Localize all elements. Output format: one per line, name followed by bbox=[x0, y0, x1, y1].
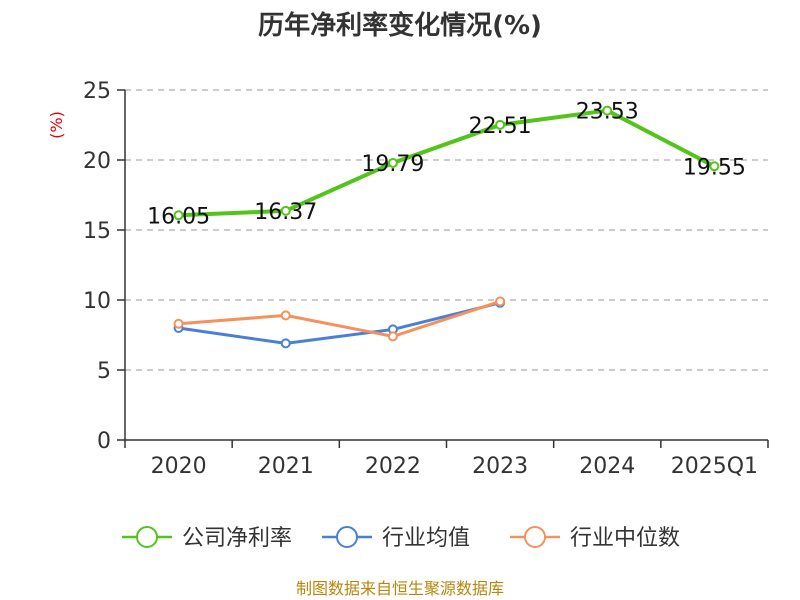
source-note: 制图数据来自恒生聚源数据库 bbox=[296, 579, 504, 598]
series-point-0 bbox=[387, 157, 398, 168]
series-line-2 bbox=[177, 299, 502, 338]
data-label: 19.79 bbox=[361, 152, 424, 177]
series-point-2 bbox=[387, 331, 398, 342]
series-point-2 bbox=[495, 296, 506, 307]
series-point-0 bbox=[602, 105, 613, 116]
series-point-2 bbox=[280, 310, 291, 321]
chart-title: 历年净利率变化情况(%) bbox=[258, 10, 542, 41]
legend-label-2[interactable]: 行业中位数 bbox=[570, 526, 680, 551]
legend-marker-0 bbox=[136, 526, 158, 548]
x-tick-label: 2025Q1 bbox=[671, 454, 758, 479]
data-label: 19.55 bbox=[683, 155, 746, 180]
data-label: 16.37 bbox=[254, 200, 317, 225]
y-tick-label: 15 bbox=[83, 219, 111, 244]
axes: 0 5 10 15 20 25 2020 2021 2022 2023 2024 2025Q1 bbox=[83, 79, 769, 479]
series-point-1 bbox=[280, 338, 291, 349]
y-tick-label: 0 bbox=[97, 429, 111, 454]
series-line-1 bbox=[177, 301, 502, 345]
series-point-0 bbox=[280, 205, 291, 216]
data-label: 22.51 bbox=[469, 114, 532, 139]
legend-marker-1 bbox=[336, 526, 358, 548]
x-tick-label: 2020 bbox=[151, 454, 207, 479]
data-label: 23.53 bbox=[576, 100, 639, 125]
series-point-0 bbox=[495, 119, 506, 130]
data-labels: 16.05 16.37 19.79 22.51 23.53 19.55 bbox=[147, 100, 746, 230]
x-tick-label: 2023 bbox=[472, 454, 528, 479]
y-tick-label: 20 bbox=[83, 149, 111, 174]
x-tick-label: 2024 bbox=[579, 454, 635, 479]
y-axis-unit: (%) bbox=[47, 111, 66, 139]
y-tick-label: 25 bbox=[83, 79, 111, 104]
y-tick-label: 10 bbox=[83, 289, 111, 314]
series-line-0 bbox=[176, 108, 717, 218]
x-tick-label: 2021 bbox=[258, 454, 314, 479]
grid-lines bbox=[125, 89, 768, 371]
series-point-0 bbox=[173, 210, 184, 221]
legend-label-1[interactable]: 行业均值 bbox=[382, 526, 470, 551]
x-tick-label: 2022 bbox=[365, 454, 421, 479]
legend[interactable]: 公司净利率 行业均值 行业中位数 bbox=[122, 526, 680, 551]
series-layer bbox=[173, 105, 720, 349]
y-tick-label: 5 bbox=[97, 359, 111, 384]
legend-marker-2 bbox=[524, 526, 546, 548]
series-point-0 bbox=[709, 161, 720, 172]
data-label: 16.05 bbox=[147, 204, 210, 229]
legend-label-0[interactable]: 公司净利率 bbox=[182, 526, 292, 551]
series-point-2 bbox=[173, 318, 184, 329]
